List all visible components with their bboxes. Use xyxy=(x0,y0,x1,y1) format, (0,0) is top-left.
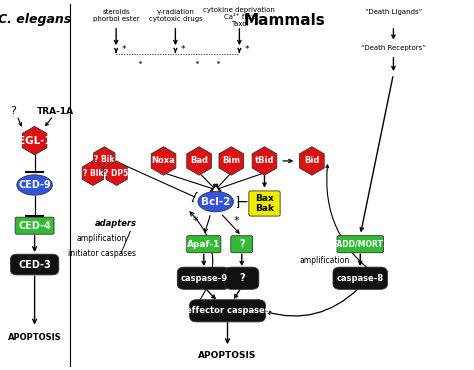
Text: EGL-1: EGL-1 xyxy=(18,135,52,146)
Text: *: * xyxy=(233,216,239,226)
Text: tBid: tBid xyxy=(255,157,274,165)
FancyBboxPatch shape xyxy=(225,267,259,289)
FancyBboxPatch shape xyxy=(337,236,383,253)
Text: cytokine deprivation
Ca²⁺ flux
Taxol: cytokine deprivation Ca²⁺ flux Taxol xyxy=(203,7,275,27)
Text: ? Blk: ? Blk xyxy=(82,169,103,178)
FancyBboxPatch shape xyxy=(177,267,230,289)
FancyBboxPatch shape xyxy=(10,254,59,275)
Polygon shape xyxy=(82,161,104,185)
FancyArrowPatch shape xyxy=(190,212,213,309)
Polygon shape xyxy=(93,147,115,171)
Text: TRA-1A: TRA-1A xyxy=(37,107,74,115)
Text: Bad: Bad xyxy=(190,157,208,165)
Text: ?: ? xyxy=(239,273,245,283)
Text: *: * xyxy=(245,46,249,54)
Text: FADD/MORT1: FADD/MORT1 xyxy=(332,240,388,249)
Polygon shape xyxy=(106,161,128,185)
Text: ? DP5: ? DP5 xyxy=(104,169,129,178)
FancyBboxPatch shape xyxy=(333,267,387,289)
Ellipse shape xyxy=(17,175,52,195)
Text: ? Bik: ? Bik xyxy=(94,155,115,164)
FancyBboxPatch shape xyxy=(15,217,54,234)
Text: APOPTOSIS: APOPTOSIS xyxy=(198,352,257,360)
Polygon shape xyxy=(187,147,211,175)
Text: adapters: adapters xyxy=(95,219,137,228)
Text: γ-radiation
cytotoxic drugs: γ-radiation cytotoxic drugs xyxy=(148,9,202,22)
Text: “Death Ligands”: “Death Ligands” xyxy=(365,9,422,15)
Polygon shape xyxy=(219,147,244,175)
Polygon shape xyxy=(151,147,176,175)
Text: ?: ? xyxy=(239,239,245,249)
Text: steroids
phorbol ester: steroids phorbol ester xyxy=(93,9,139,22)
Text: CED-4: CED-4 xyxy=(18,221,51,231)
Text: amplification: amplification xyxy=(300,256,350,265)
Text: Bim: Bim xyxy=(222,157,240,165)
Text: effector caspases: effector caspases xyxy=(186,306,269,315)
Polygon shape xyxy=(300,147,324,175)
Text: caspase-8: caspase-8 xyxy=(337,274,384,283)
Text: CED-9: CED-9 xyxy=(18,180,51,190)
Text: Noxa: Noxa xyxy=(152,157,175,165)
Text: *: * xyxy=(122,46,126,54)
Text: Bax
Bak: Bax Bak xyxy=(255,194,274,213)
Text: “Death Receptors”: “Death Receptors” xyxy=(361,45,426,51)
Text: Bid: Bid xyxy=(304,157,319,165)
FancyBboxPatch shape xyxy=(190,300,265,322)
Text: caspase-9: caspase-9 xyxy=(180,274,228,283)
Ellipse shape xyxy=(198,192,233,212)
Text: CED-3: CED-3 xyxy=(18,259,51,270)
Text: amplification: amplification xyxy=(77,234,127,243)
Text: APOPTOSIS: APOPTOSIS xyxy=(8,333,62,342)
Text: C. elegans: C. elegans xyxy=(0,13,71,26)
Polygon shape xyxy=(22,127,47,155)
FancyBboxPatch shape xyxy=(249,191,280,216)
Text: *: * xyxy=(192,216,198,226)
Text: *: * xyxy=(181,46,185,54)
Text: Mammals: Mammals xyxy=(244,13,325,28)
Text: Apaf-1: Apaf-1 xyxy=(187,240,220,249)
FancyBboxPatch shape xyxy=(231,236,253,253)
Text: initiator caspases: initiator caspases xyxy=(68,249,136,258)
FancyBboxPatch shape xyxy=(187,236,221,253)
Text: Bcl-2: Bcl-2 xyxy=(201,196,230,207)
Polygon shape xyxy=(252,147,277,175)
Text: ?: ? xyxy=(10,106,16,116)
